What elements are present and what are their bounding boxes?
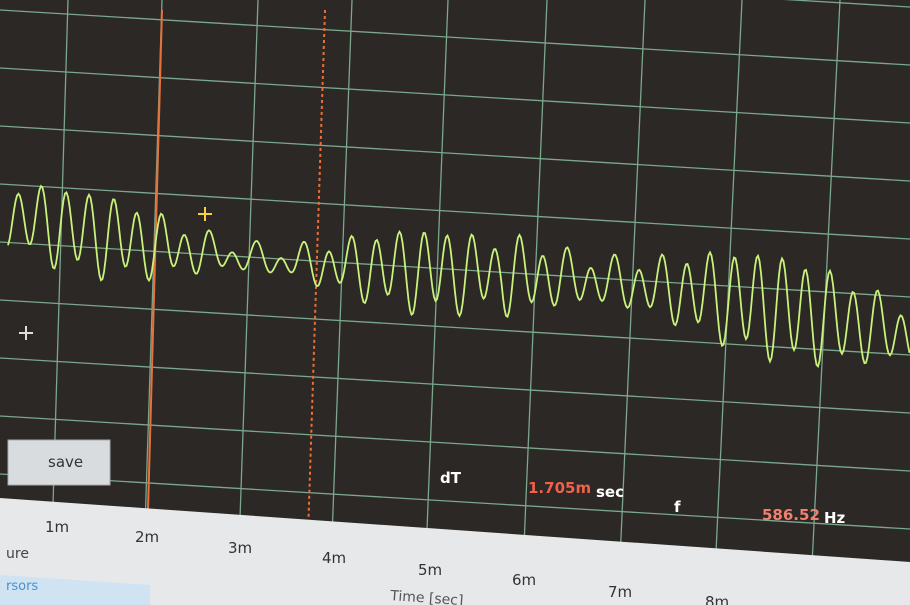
f-value: 586.52 bbox=[762, 506, 820, 524]
dt-value: 1.705m bbox=[528, 479, 591, 497]
f-label: f bbox=[674, 498, 681, 516]
x-tick-label: 7m bbox=[608, 583, 632, 601]
x-tick-label: 6m bbox=[512, 571, 536, 589]
x-tick-label: 5m bbox=[418, 561, 442, 579]
x-tick-label: 2m bbox=[135, 528, 159, 546]
dt-label: dT bbox=[440, 469, 462, 487]
page: save dT 1.705m sec f 586.52 Hz 1m 2m 3m 4m 5… bbox=[0, 0, 910, 605]
side-tab[interactable]: ure bbox=[6, 546, 29, 562]
dt-unit: sec bbox=[596, 483, 624, 501]
save-label[interactable]: save bbox=[48, 453, 83, 471]
x-tick-label: 1m bbox=[45, 518, 69, 536]
f-unit: Hz bbox=[824, 509, 846, 527]
x-tick-label: 8m bbox=[705, 593, 729, 605]
x-tick-label: 3m bbox=[228, 539, 252, 557]
scope-screen: save dT 1.705m sec f 586.52 Hz 1m 2m 3m 4m 5… bbox=[0, 0, 910, 605]
side-tab[interactable]: rsors bbox=[6, 579, 38, 594]
x-tick-label: 4m bbox=[322, 549, 346, 567]
